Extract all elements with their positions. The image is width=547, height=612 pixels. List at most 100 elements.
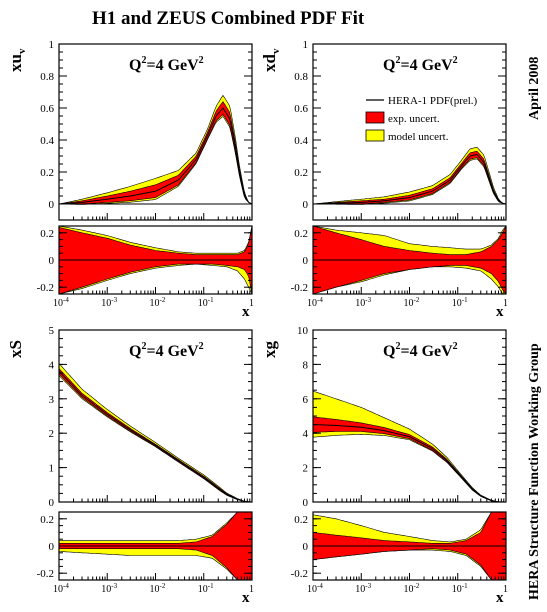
x-tick-label: 10-4 — [307, 296, 323, 309]
main-plot-area — [59, 94, 252, 205]
legend: HERA-1 PDF(prel.) exp. uncert. model uncer… — [365, 95, 478, 143]
side-label-group: HERA Structure Function Working Group — [527, 343, 542, 600]
y-tick-label: 10 — [297, 325, 309, 337]
q2-annotation: Q2=4 GeV2 — [383, 55, 458, 74]
q2-annotation: Q2=4 GeV2 — [129, 55, 204, 74]
y-tick-label: 0.8 — [294, 71, 308, 83]
y-tick-label: 0.6 — [40, 103, 54, 115]
x-tick-label: 10-2 — [150, 582, 166, 595]
y-tick-label: 0 — [49, 541, 55, 553]
x-tick-label: 1 — [249, 584, 254, 595]
exp-uncertainty-band — [59, 368, 252, 502]
legend-exp-swatch — [365, 111, 385, 124]
x-tick-label: 10-3 — [101, 296, 117, 309]
x-tick-label: 10-4 — [53, 582, 69, 595]
x-axis-label: x — [496, 304, 504, 320]
x-tick-label: 10-3 — [101, 582, 117, 595]
ratio-plot-area — [313, 226, 506, 294]
figure-title: H1 and ZEUS Combined PDF Fit — [92, 8, 365, 29]
model-uncertainty-band — [313, 390, 506, 502]
y-tick-label: 2 — [303, 463, 309, 475]
y-tick-label: 0 — [303, 199, 309, 211]
x-tick-label: 10-1 — [198, 582, 214, 595]
y-tick-label: 0 — [303, 497, 309, 509]
y-tick-label: -0.2 — [291, 568, 308, 580]
x-axis-label: x — [242, 590, 250, 606]
legend-central-label: HERA-1 PDF(prel.) — [388, 95, 478, 107]
x-axis-label: x — [496, 590, 504, 606]
x-tick-label: 1 — [249, 298, 254, 309]
y-axis-label: xuv — [6, 48, 28, 72]
y-tick-label: 1 — [49, 39, 55, 51]
x-tick-label: 10-1 — [198, 296, 214, 309]
y-tick-label: 0.8 — [40, 71, 54, 83]
y-tick-label: 4 — [49, 359, 55, 371]
exp-uncertainty-band — [313, 150, 506, 205]
x-tick-label: 10-2 — [404, 296, 420, 309]
q2-annotation: Q2=4 GeV2 — [383, 341, 458, 360]
y-axis-label: xg — [260, 341, 279, 359]
y-tick-label: 0.2 — [294, 514, 308, 526]
x-tick-label: 10-1 — [452, 296, 468, 309]
y-tick-label: 0.4 — [294, 135, 308, 147]
main-plot-area — [313, 390, 506, 502]
y-tick-label: 2 — [49, 428, 55, 440]
legend-model-label: model uncert. — [388, 131, 449, 143]
side-label-date: April 2008 — [527, 57, 542, 120]
ratio-plot-area — [59, 226, 252, 294]
y-tick-label: 3 — [49, 394, 55, 406]
ratio-plot-area — [313, 512, 506, 580]
ratio-plot-area — [59, 512, 252, 580]
y-tick-label: 4 — [303, 428, 309, 440]
x-tick-label: 10-4 — [53, 296, 69, 309]
panel-xg: 0 2 4 6 8 10 xg Q2=4 GeV2 -0.2 0 0.2 10-4 10-3 10-2 10… — [260, 325, 508, 606]
central-fit-line — [59, 370, 252, 502]
x-tick-label: 1 — [503, 584, 508, 595]
y-tick-label: 6 — [303, 394, 309, 406]
exp-uncertainty-band — [59, 101, 252, 205]
panel-xS: 0 1 2 3 4 5 xS Q2=4 GeV2 -0.2 0 0.2 10-4 10-3 10-2 10-… — [6, 325, 254, 606]
central-fit-line — [313, 153, 506, 205]
y-tick-label: 5 — [49, 325, 55, 337]
y-tick-label: -0.2 — [37, 568, 54, 580]
y-axis-label: xS — [6, 340, 25, 358]
y-tick-label: 0.2 — [40, 167, 54, 179]
y-tick-label: 1 — [49, 463, 55, 475]
y-tick-label: 0 — [49, 255, 55, 267]
y-tick-label: -0.2 — [291, 282, 308, 294]
x-tick-label: 10-2 — [150, 296, 166, 309]
y-tick-label: 0 — [49, 497, 55, 509]
x-tick-label: 10-3 — [355, 582, 371, 595]
x-tick-label: 10-1 — [452, 582, 468, 595]
x-tick-label: 1 — [503, 298, 508, 309]
y-tick-label: 0.2 — [40, 514, 54, 526]
y-tick-label: 1 — [303, 39, 309, 51]
y-tick-label: 0.4 — [40, 135, 54, 147]
model-uncertainty-band — [59, 362, 252, 502]
x-tick-label: 10-3 — [355, 296, 371, 309]
y-tick-label: 0 — [303, 541, 309, 553]
model-uncertainty-band — [59, 94, 252, 205]
panel-xdv: 0 0.2 0.4 0.6 0.8 1 xdv Q2=4 GeV2 -0.2 0 0.2 10-4 10… — [260, 39, 508, 320]
q2-annotation: Q2=4 GeV2 — [129, 341, 204, 360]
x-tick-label: 10-2 — [404, 582, 420, 595]
y-tick-label: 0.2 — [294, 167, 308, 179]
y-tick-label: 0 — [49, 199, 55, 211]
central-fit-line — [313, 424, 506, 502]
panel-xuv: 0 0.2 0.4 0.6 0.8 1 xuv Q2=4 GeV2 -0.2 0 0.2 10-4 10… — [6, 39, 254, 320]
y-tick-label: 8 — [303, 359, 309, 371]
x-tick-label: 10-4 — [307, 582, 323, 595]
y-axis-label: xdv — [260, 48, 282, 72]
legend-exp-label: exp. uncert. — [388, 113, 440, 125]
central-fit-line — [59, 107, 252, 205]
y-tick-label: -0.2 — [37, 282, 54, 294]
main-plot-area — [313, 146, 506, 205]
y-tick-label: 0.2 — [40, 228, 54, 240]
x-axis-label: x — [242, 304, 250, 320]
y-tick-label: 0.6 — [294, 103, 308, 115]
y-tick-label: 0.2 — [294, 228, 308, 240]
main-plot-area — [59, 362, 252, 502]
legend-model-swatch — [365, 129, 385, 142]
y-tick-label: 0 — [303, 255, 309, 267]
